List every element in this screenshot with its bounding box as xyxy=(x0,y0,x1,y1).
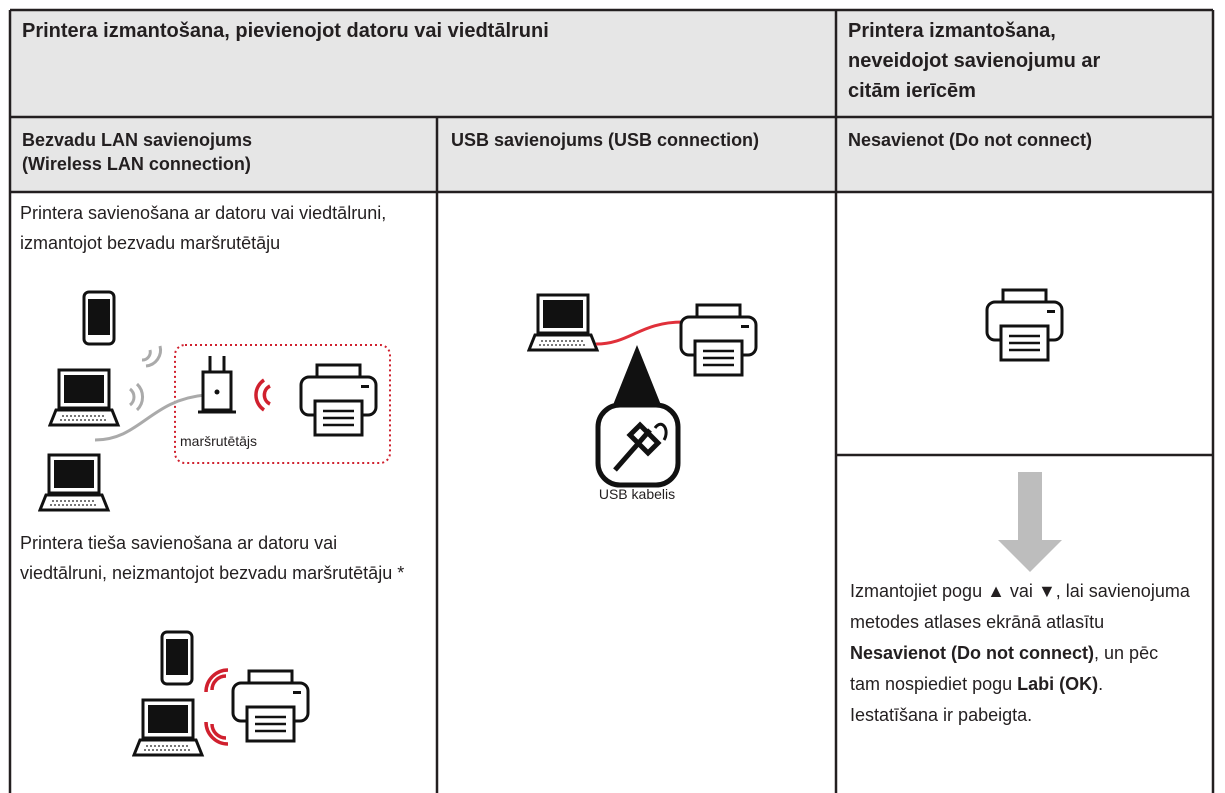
table-borders xyxy=(8,8,1215,793)
label: USB kabelis xyxy=(598,486,676,502)
instruction-text: Labi (OK) xyxy=(1017,674,1099,694)
instruction-text: , un pēc tam nospiediet pogu xyxy=(850,643,1159,694)
router-illustration xyxy=(38,290,391,512)
instruction-text: , lai savienojuma metodes atlases ekrānā… xyxy=(850,581,1190,632)
header-bg xyxy=(10,10,1213,192)
instruction-text: ▼ xyxy=(1037,581,1056,601)
column-title: Bezvadu LAN savienojums (Wireless LAN co… xyxy=(22,130,253,174)
instruction-text: ▲ xyxy=(987,581,1005,601)
description: Printera tieša savienošana ar datoru vai… xyxy=(20,533,405,583)
instruction-text: Izmantojiet pogu xyxy=(850,581,988,601)
instruction-text: vai xyxy=(1004,581,1038,601)
label: maršrutētājs xyxy=(180,433,258,449)
column-title: USB savienojums (USB connection) xyxy=(451,130,760,150)
instruction-text: . Iestatīšana ir pabeigta. xyxy=(850,674,1104,725)
instructions: Izmantojiet pogu ▲ vai ▼, lai savienojum… xyxy=(850,576,1190,731)
instruction-text: Nesavienot (Do not connect) xyxy=(850,643,1095,663)
description: Printera savienošana ar datoru vai viedt… xyxy=(20,203,387,253)
usb-illustration xyxy=(527,293,758,488)
printer-illustration xyxy=(985,288,1064,362)
header-title: Printera izmantošana, pievienojot datoru… xyxy=(22,20,549,42)
direct-illustration xyxy=(132,630,310,757)
column-title: Nesavienot (Do not connect) xyxy=(848,130,1093,150)
down-arrow xyxy=(998,472,1062,572)
header-title: Printera izmantošana, neveidojot savieno… xyxy=(848,20,1101,102)
